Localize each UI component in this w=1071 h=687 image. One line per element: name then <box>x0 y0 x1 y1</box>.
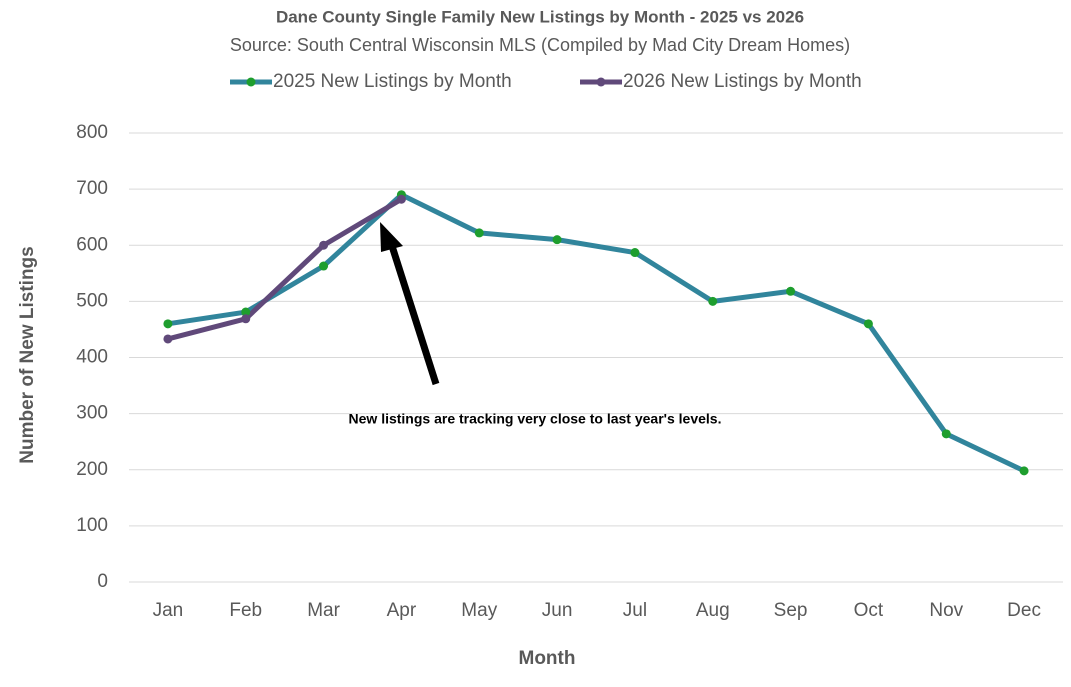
legend-label: 2026 New Listings by Month <box>623 71 862 92</box>
data-point <box>1019 466 1029 476</box>
series-line <box>167 192 1026 474</box>
y-tick-label: 400 <box>76 347 108 368</box>
x-tick-label: Apr <box>387 600 417 621</box>
x-axis-label: Month <box>519 648 576 669</box>
data-point <box>163 334 173 344</box>
annotation: New listings are tracking very close to … <box>349 411 722 427</box>
data-point <box>786 286 796 296</box>
y-tick-label: 100 <box>76 515 108 536</box>
chart-title: Dane County Single Family New Listings b… <box>276 7 804 26</box>
x-tick-label: Jul <box>623 600 647 621</box>
legend-marker <box>596 77 606 87</box>
data-point <box>319 240 329 250</box>
data-point <box>319 261 329 271</box>
data-point <box>163 319 173 329</box>
y-tick-label: 500 <box>76 290 108 311</box>
data-point <box>241 314 251 324</box>
data-point <box>941 429 951 439</box>
y-tick-label: 600 <box>76 234 108 255</box>
x-tick-label: Jan <box>153 600 184 621</box>
y-tick-label: 0 <box>97 571 108 592</box>
x-tick-label: Dec <box>1007 600 1041 621</box>
x-tick-label: Nov <box>929 600 963 621</box>
x-tick-label: Oct <box>854 600 884 621</box>
annotation-arrow <box>380 222 440 386</box>
x-tick-label: Sep <box>774 600 808 621</box>
data-point <box>396 194 406 204</box>
x-tick-label: Aug <box>696 600 730 621</box>
x-tick-label: Jun <box>542 600 573 621</box>
x-tick-label: Feb <box>229 600 262 621</box>
y-tick-label: 300 <box>76 403 108 424</box>
data-point <box>552 235 562 245</box>
data-point <box>474 228 484 238</box>
y-tick-label: 800 <box>76 122 108 143</box>
series-line <box>167 197 403 342</box>
data-point <box>708 296 718 306</box>
x-tick-label: May <box>461 600 497 621</box>
y-axis-label: Number of New Listings <box>17 246 38 463</box>
legend-marker <box>246 77 256 87</box>
legend-label: 2025 New Listings by Month <box>273 71 512 92</box>
y-tick-label: 200 <box>76 459 108 480</box>
plot-area <box>129 132 1063 583</box>
data-point <box>630 248 640 258</box>
data-point <box>863 319 873 329</box>
chart-subtitle: Source: South Central Wisconsin MLS (Com… <box>230 35 850 55</box>
y-tick-label: 700 <box>76 178 108 199</box>
x-tick-label: Mar <box>307 600 340 621</box>
data-point <box>241 307 251 317</box>
